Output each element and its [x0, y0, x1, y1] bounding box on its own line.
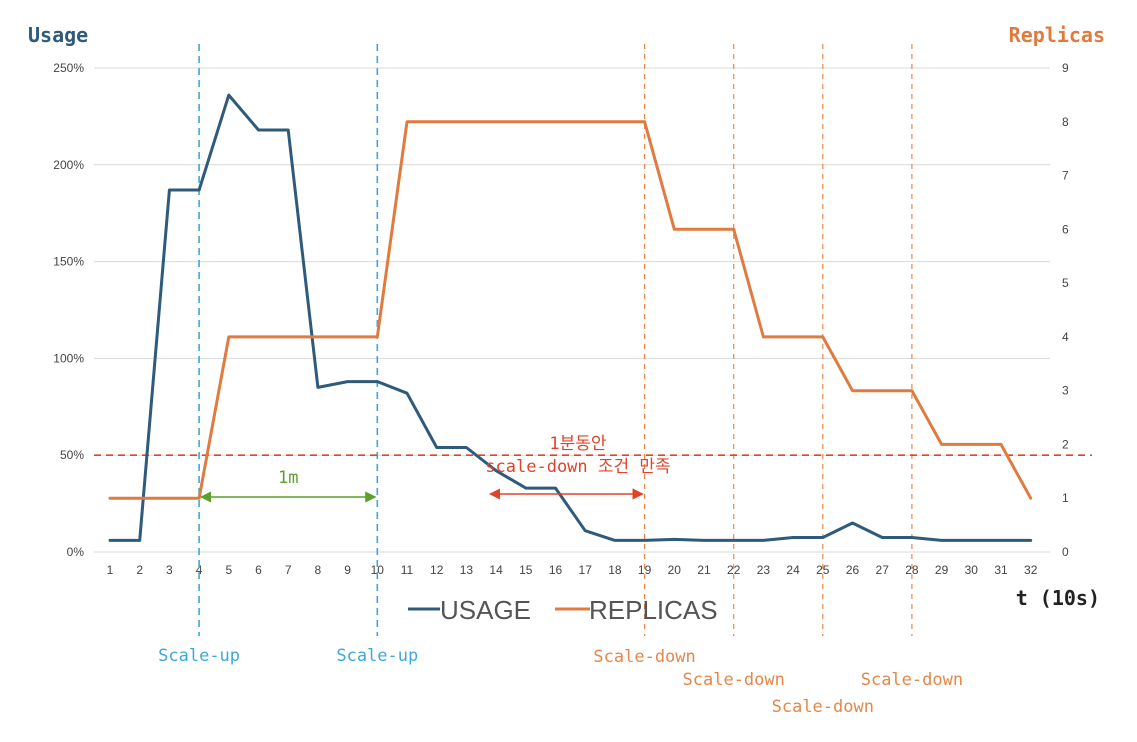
x-tick-label: 14 — [489, 563, 503, 577]
x-tick-label: 26 — [846, 563, 860, 577]
y-left-tick-label: 0% — [67, 545, 85, 559]
y-left-tick-label: 250% — [53, 61, 84, 75]
y-right-tick-label: 0 — [1062, 545, 1069, 559]
y-left-tick-label: 200% — [53, 158, 84, 172]
duration-label-1m: 1m — [278, 468, 298, 488]
replicas-series-line — [108, 120, 1033, 500]
y-left-tick-label: 50% — [60, 448, 84, 462]
x-tick-label: 22 — [727, 563, 741, 577]
x-tick-label: 17 — [579, 563, 593, 577]
x-tick-label: 25 — [816, 563, 830, 577]
scale-down-window-label-line1: 1분동안 — [549, 434, 607, 454]
y-right-tick-label: 1 — [1062, 491, 1069, 505]
x-tick-label: 7 — [285, 563, 292, 577]
x-tick-label: 10 — [371, 563, 385, 577]
x-tick-label: 23 — [757, 563, 771, 577]
x-tick-label: 13 — [460, 563, 474, 577]
y-right-tick-label: 5 — [1062, 276, 1069, 290]
x-tick-label: 16 — [549, 563, 563, 577]
x-tick-label: 32 — [1024, 563, 1038, 577]
y-right-tick-label: 2 — [1062, 437, 1069, 451]
x-tick-label: 3 — [166, 563, 173, 577]
x-tick-label: 30 — [965, 563, 979, 577]
scale-down-label: Scale-down — [772, 697, 874, 717]
x-tick-label: 1 — [107, 563, 114, 577]
y-right-tick-label: 9 — [1062, 61, 1069, 75]
y-right-tick-label: 4 — [1062, 330, 1069, 344]
x-tick-label: 27 — [876, 563, 890, 577]
y-left-axis-title: Usage — [28, 23, 88, 47]
x-tick-label: 15 — [519, 563, 533, 577]
x-tick-label: 5 — [225, 563, 232, 577]
usage-series-line — [108, 93, 1033, 542]
scale-down-label: Scale-down — [861, 670, 963, 690]
y-right-axis-title: Replicas — [1009, 23, 1105, 47]
scale-down-label: Scale-down — [683, 670, 785, 690]
scale-up-label: Scale-up — [336, 646, 418, 666]
y-left-tick-label: 100% — [53, 351, 84, 365]
x-tick-label: 28 — [905, 563, 919, 577]
x-tick-label: 8 — [315, 563, 322, 577]
x-tick-label: 11 — [401, 563, 414, 577]
x-tick-label: 9 — [344, 563, 351, 577]
x-tick-label: 19 — [638, 563, 652, 577]
y-right-tick-label: 3 — [1062, 384, 1069, 398]
y-right-tick-label: 6 — [1062, 222, 1069, 236]
x-tick-label: 29 — [935, 563, 949, 577]
scale-down-label: Scale-down — [593, 647, 695, 667]
y-right-tick-label: 7 — [1062, 169, 1069, 183]
y-left-tick-label: 150% — [53, 255, 84, 269]
legend-usage-label: USAGE — [440, 595, 531, 625]
x-tick-label: 31 — [994, 563, 1008, 577]
legend-replicas-label: REPLICAS — [589, 595, 718, 625]
x-axis-title: t (10s) — [1016, 586, 1100, 610]
x-tick-label: 18 — [608, 563, 622, 577]
scale-up-label: Scale-up — [158, 646, 240, 666]
x-tick-label: 4 — [196, 563, 203, 577]
x-tick-label: 2 — [136, 563, 143, 577]
x-tick-label: 6 — [255, 563, 262, 577]
x-tick-label: 20 — [668, 563, 682, 577]
x-tick-label: 24 — [786, 563, 800, 577]
scale-down-window-label-line2: scale-down 조건 만족 — [485, 457, 670, 477]
y-right-tick-label: 8 — [1062, 115, 1069, 129]
x-tick-label: 21 — [697, 563, 711, 577]
x-tick-label: 12 — [430, 563, 444, 577]
